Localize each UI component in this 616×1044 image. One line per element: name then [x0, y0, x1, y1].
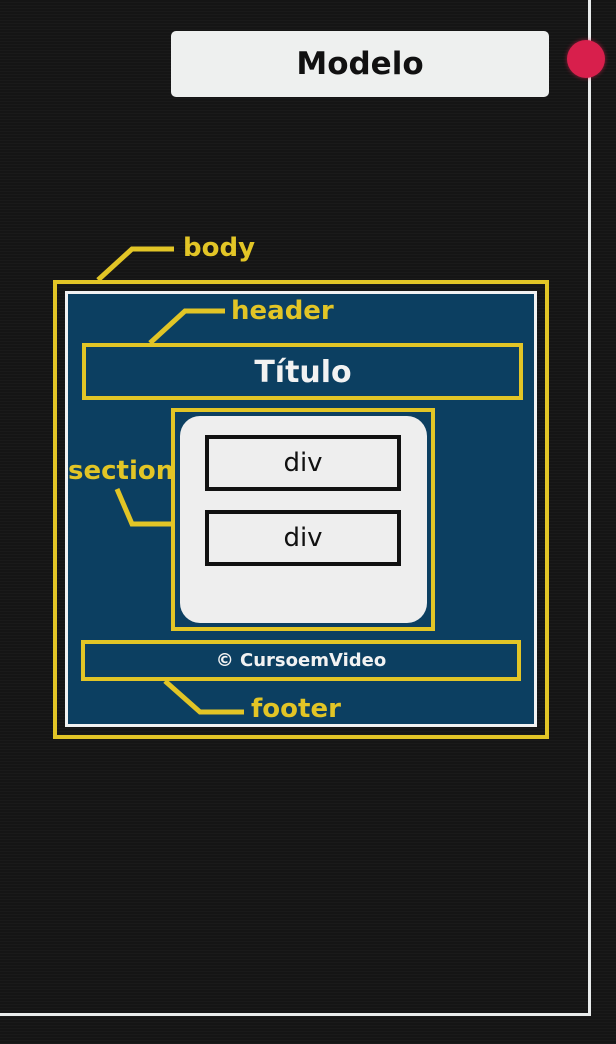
body-outline — [53, 280, 549, 739]
section-label: section — [68, 456, 175, 486]
body-label: body — [183, 233, 256, 263]
div-box-2: div — [205, 510, 401, 566]
div-box-1: div — [205, 435, 401, 491]
header-outline — [82, 343, 523, 400]
header-connector — [148, 308, 225, 345]
frame-border-right — [588, 0, 591, 1016]
frame-border-bottom — [0, 1013, 591, 1016]
record-dot-icon — [567, 40, 605, 78]
footer-text: © CursoemVideo — [215, 650, 387, 671]
footer-label: footer — [251, 694, 341, 724]
body-connector — [96, 246, 174, 282]
section-connector — [114, 488, 171, 527]
header-title-text: Título — [254, 354, 352, 390]
footer-outline — [81, 640, 521, 681]
footer-connector — [163, 679, 244, 715]
header-label: header — [231, 296, 334, 326]
section-outline — [171, 408, 435, 631]
diagram-title: Modelo — [171, 31, 549, 97]
